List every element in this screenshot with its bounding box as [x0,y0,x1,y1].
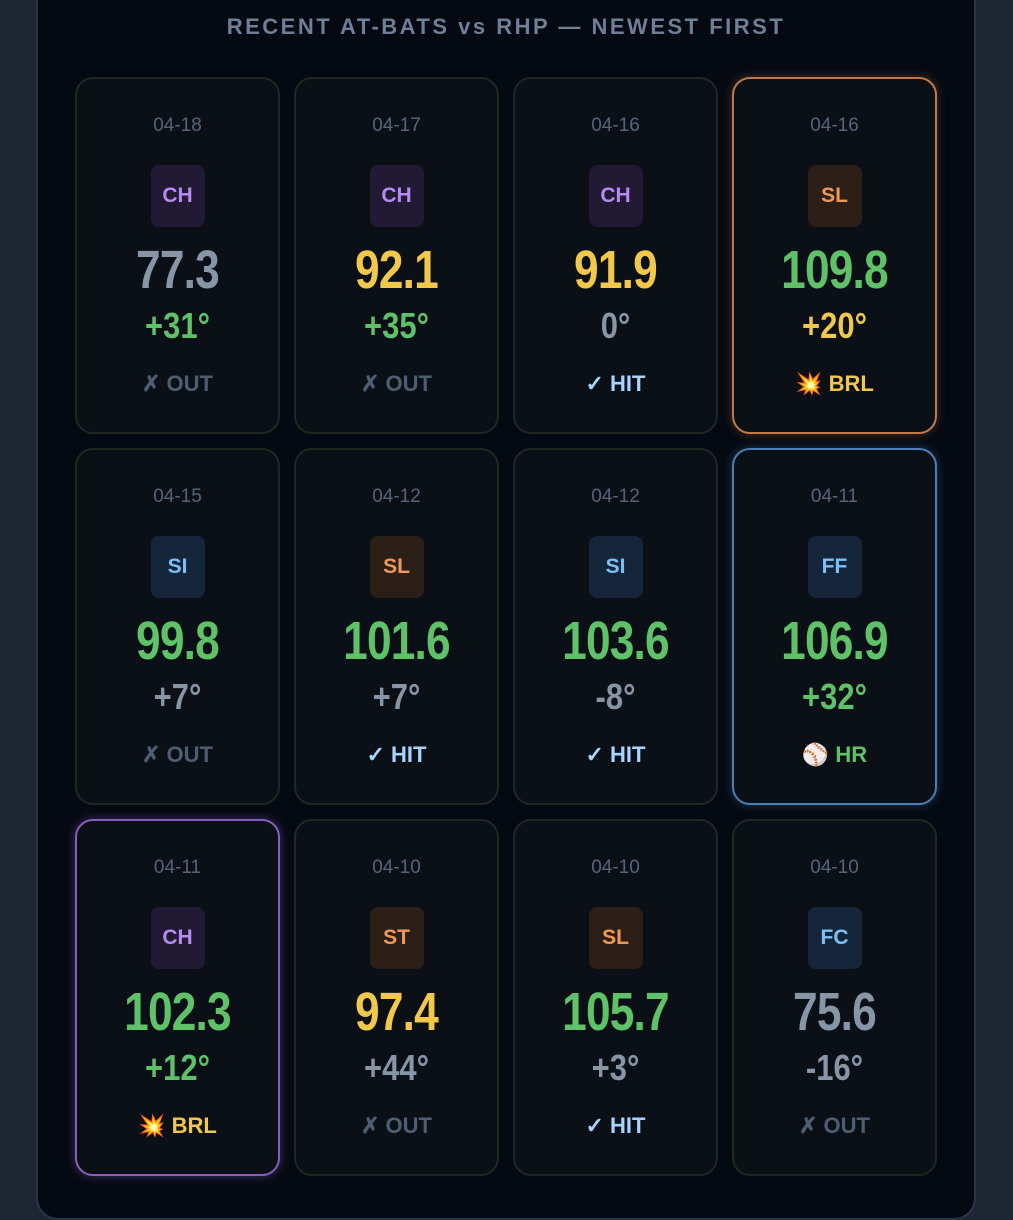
at-bat-result: ✗ OUT [77,742,278,768]
at-bat-date: 04-18 [153,115,202,136]
at-bat-date: 04-17 [372,115,421,136]
at-bat-result: ✗ OUT [296,371,497,397]
at-bat-result: ✓ HIT [515,1113,716,1139]
exit-velocity: 103.6 [562,611,670,671]
at-bat-date: 04-10 [372,857,421,878]
launch-angle: +12° [145,1047,210,1088]
result-label: OUT [166,742,213,767]
result-label: HIT [609,371,646,396]
at-bat-card[interactable]: 04-11 FF 106.9 +32° ⚾ HR [732,448,937,805]
exit-velocity: 101.6 [343,611,451,671]
at-bat-card[interactable]: 04-10 FC 75.6 -16° ✗ OUT [732,819,937,1176]
result-label: HR [835,742,868,767]
exit-velocity: 105.7 [562,982,670,1042]
launch-angle: +7° [372,676,421,717]
at-bat-card[interactable]: 04-18 CH 77.3 +31° ✗ OUT [75,77,280,434]
exit-velocity: 109.8 [781,240,889,300]
result-label: OUT [166,371,213,396]
at-bat-result: ✓ HIT [296,742,497,768]
at-bat-result: 💥 BRL [734,371,935,397]
at-bat-card[interactable]: 04-10 ST 97.4 +44° ✗ OUT [294,819,499,1176]
out-icon: ✗ [142,371,161,396]
panel-title: RECENT AT-BATS vs RHP — NEWEST FIRST [226,14,786,39]
result-label: OUT [385,371,432,396]
explosion-icon: 💥 [795,371,823,396]
launch-angle: +3° [591,1047,640,1088]
explosion-icon: 💥 [138,1113,166,1138]
at-bat-card[interactable]: 04-12 SL 101.6 +7° ✓ HIT [294,448,499,805]
at-bat-result: ✗ OUT [77,371,278,397]
launch-angle: +35° [364,305,429,346]
at-bat-result: ⚾ HR [734,742,935,768]
out-icon: ✗ [361,371,380,396]
pitch-type-badge: SL [588,907,643,969]
launch-angle: +31° [145,305,210,346]
exit-velocity: 99.8 [136,611,220,671]
launch-angle: +32° [802,676,867,717]
out-icon: ✗ [142,742,161,767]
result-label: HIT [609,1113,646,1138]
at-bat-date: 04-16 [591,115,640,136]
pitch-type-badge: SL [807,165,862,227]
exit-velocity: 92.1 [355,240,439,300]
at-bat-result: ✗ OUT [734,1113,935,1139]
exit-velocity: 102.3 [124,982,232,1042]
launch-angle: +20° [802,305,867,346]
pitch-type-badge: CH [150,165,205,227]
at-bat-date: 04-16 [810,115,859,136]
exit-velocity: 106.9 [781,611,889,671]
at-bat-card[interactable]: 04-16 CH 91.9 0° ✓ HIT [513,77,718,434]
launch-angle: -16° [805,1047,864,1088]
result-label: BRL [171,1113,217,1138]
exit-velocity: 91.9 [574,240,658,300]
pitch-type-badge: FC [807,907,862,969]
launch-angle: +7° [153,676,202,717]
at-bat-card[interactable]: 04-17 CH 92.1 +35° ✗ OUT [294,77,499,434]
at-bats-grid: 04-18 CH 77.3 +31° ✗ OUT 04-17 CH 92.1 +3… [75,77,937,1176]
exit-velocity: 75.6 [793,982,877,1042]
at-bat-date: 04-12 [372,486,421,507]
at-bat-result: ✓ HIT [515,742,716,768]
check-icon: ✓ [585,1113,604,1138]
at-bat-card[interactable]: 04-10 SL 105.7 +3° ✓ HIT [513,819,718,1176]
baseball-icon: ⚾ [801,742,830,767]
pitch-type-badge: CH [588,165,643,227]
at-bat-result: ✗ OUT [296,1113,497,1139]
pitch-type-badge: SL [369,536,424,598]
result-label: OUT [385,1113,432,1138]
pitch-type-badge: CH [150,907,205,969]
at-bat-date: 04-11 [153,857,202,878]
result-label: BRL [828,371,874,396]
at-bat-date: 04-10 [810,857,859,878]
pitch-type-badge: CH [369,165,424,227]
at-bat-card[interactable]: 04-11 CH 102.3 +12° 💥 BRL [75,819,280,1176]
out-icon: ✗ [799,1113,818,1138]
out-icon: ✗ [361,1113,380,1138]
at-bat-card[interactable]: 04-12 SI 103.6 -8° ✓ HIT [513,448,718,805]
at-bat-result: 💥 BRL [77,1113,278,1139]
launch-angle: +44° [364,1047,429,1088]
pitch-type-badge: SI [150,536,205,598]
check-icon: ✓ [585,742,604,767]
check-icon: ✓ [585,371,604,396]
check-icon: ✓ [366,742,385,767]
at-bat-card[interactable]: 04-15 SI 99.8 +7° ✗ OUT [75,448,280,805]
pitch-type-badge: SI [588,536,643,598]
result-label: OUT [823,1113,870,1138]
pitch-type-badge: FF [807,536,862,598]
pitch-type-badge: ST [369,907,424,969]
at-bat-date: 04-11 [810,486,859,507]
exit-velocity: 77.3 [136,240,220,300]
at-bat-date: 04-12 [591,486,640,507]
at-bat-card[interactable]: 04-16 SL 109.8 +20° 💥 BRL [732,77,937,434]
exit-velocity: 97.4 [355,982,439,1042]
at-bat-date: 04-15 [153,486,202,507]
at-bat-result: ✓ HIT [515,371,716,397]
result-label: HIT [390,742,427,767]
at-bat-date: 04-10 [591,857,640,878]
launch-angle: 0° [600,305,631,346]
result-label: HIT [609,742,646,767]
launch-angle: -8° [595,676,636,717]
